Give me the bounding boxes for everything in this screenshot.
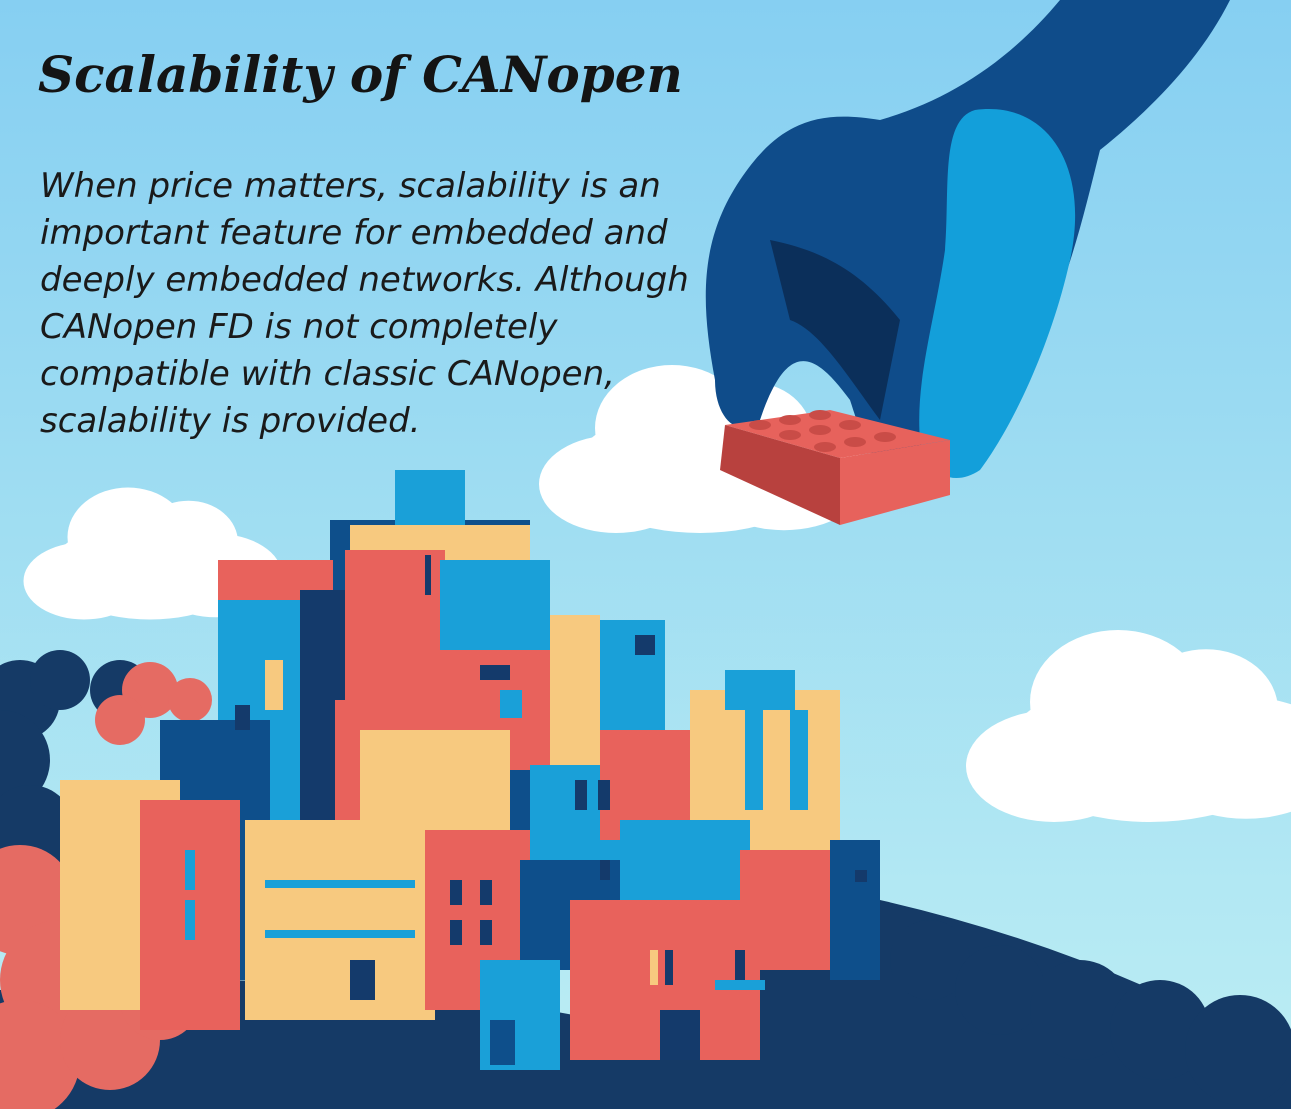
illustration: Scalability of CANopen When price matter… [0, 0, 1291, 1109]
window [600, 860, 610, 880]
foliage [1185, 995, 1291, 1105]
window [235, 705, 250, 730]
window [185, 850, 195, 890]
window [635, 635, 655, 655]
paragraph-line: deeply embedded networks. Although [40, 260, 689, 300]
paragraph-line: scalability is provided. [40, 401, 421, 441]
window [450, 920, 462, 945]
window [650, 950, 658, 985]
brick-stud [844, 437, 866, 447]
foliage [95, 695, 145, 745]
window [790, 710, 808, 810]
page: Scalability of CANopen When price matter… [0, 0, 1291, 1109]
window [480, 920, 492, 945]
window [735, 950, 745, 980]
brick-stud [779, 415, 801, 425]
window [185, 900, 195, 940]
window [855, 870, 867, 882]
window [265, 660, 283, 710]
building [830, 840, 880, 980]
window [598, 780, 610, 810]
window [425, 555, 431, 595]
building [245, 820, 435, 1020]
window [745, 710, 763, 810]
brick-stud [814, 442, 836, 452]
window [480, 880, 492, 905]
window [665, 950, 673, 985]
window [490, 1020, 515, 1065]
foliage [30, 650, 90, 710]
paragraph-line: When price matters, scalability is an [40, 166, 661, 206]
foliage [168, 678, 212, 722]
building [725, 670, 795, 710]
window [265, 930, 415, 938]
brick-stud [874, 432, 896, 442]
paragraph-line: compatible with classic CANopen, [40, 354, 615, 394]
window [350, 960, 375, 1000]
paragraph-line: important feature for embedded and [40, 213, 668, 253]
paragraph-line: CANopen FD is not completely [40, 307, 558, 347]
building [550, 615, 600, 765]
window [500, 690, 522, 718]
window [450, 880, 462, 905]
brick-stud [779, 430, 801, 440]
window [575, 780, 587, 810]
brick-stud [809, 410, 831, 420]
window [660, 1010, 700, 1060]
window [265, 880, 415, 888]
brick-stud [809, 425, 831, 435]
title: Scalability of CANopen [38, 45, 683, 104]
window [715, 980, 765, 990]
window [480, 665, 510, 680]
brick-stud [839, 420, 861, 430]
brick-stud [749, 420, 771, 430]
building [395, 470, 465, 530]
cloud-puff [1134, 649, 1278, 771]
